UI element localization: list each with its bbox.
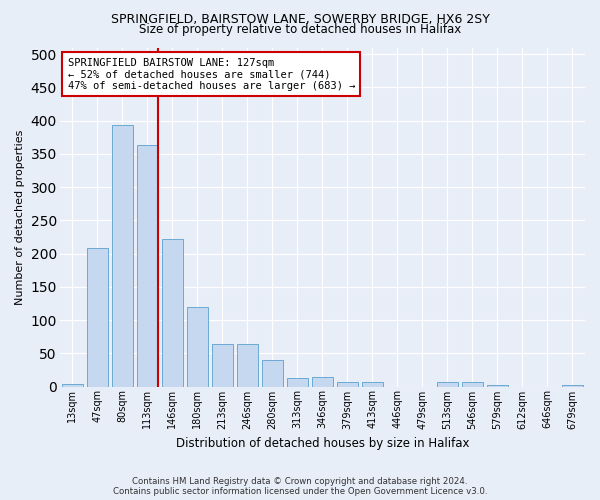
Bar [262,360,283,386]
Text: SPRINGFIELD BAIRSTOW LANE: 127sqm
← 52% of detached houses are smaller (744)
47%: SPRINGFIELD BAIRSTOW LANE: 127sqm ← 52% … [68,58,355,91]
Bar [236,344,258,387]
Bar [462,382,483,386]
Bar [212,344,233,387]
Bar [337,382,358,386]
Bar [86,248,108,386]
Bar [312,377,333,386]
Bar [112,126,133,386]
Y-axis label: Number of detached properties: Number of detached properties [15,130,25,304]
Text: SPRINGFIELD, BAIRSTOW LANE, SOWERBY BRIDGE, HX6 2SY: SPRINGFIELD, BAIRSTOW LANE, SOWERBY BRID… [110,12,490,26]
Bar [287,378,308,386]
Bar [187,308,208,386]
Text: Size of property relative to detached houses in Halifax: Size of property relative to detached ho… [139,22,461,36]
Bar [62,384,83,386]
Bar [487,384,508,386]
Bar [562,384,583,386]
Bar [161,239,183,386]
Bar [437,382,458,386]
X-axis label: Distribution of detached houses by size in Halifax: Distribution of detached houses by size … [176,437,469,450]
Bar [137,145,158,386]
Text: Contains HM Land Registry data © Crown copyright and database right 2024.
Contai: Contains HM Land Registry data © Crown c… [113,476,487,496]
Bar [362,382,383,386]
